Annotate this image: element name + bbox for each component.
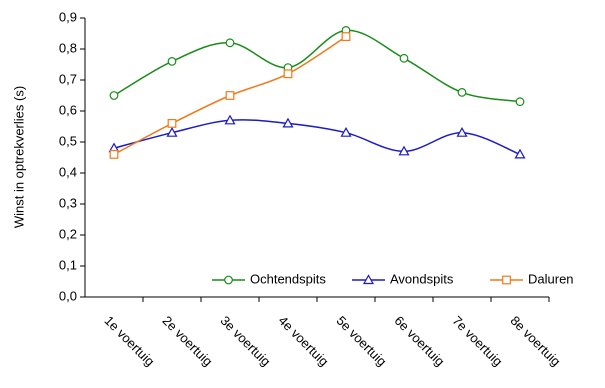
marker bbox=[515, 97, 525, 107]
marker bbox=[282, 117, 294, 128]
marker bbox=[502, 275, 511, 285]
x-tick-label: 4e voertuig bbox=[275, 313, 331, 369]
y-tick-label: 0,9 bbox=[59, 9, 77, 24]
marker bbox=[398, 145, 410, 156]
marker bbox=[341, 32, 351, 41]
y-axis-label: Winst in optrekverlies (s) bbox=[11, 86, 26, 228]
marker bbox=[514, 148, 526, 159]
y-tick-label: 0,0 bbox=[59, 288, 77, 303]
x-tick-label: 3e voertuig bbox=[217, 313, 273, 369]
y-tick-label: 0,3 bbox=[59, 195, 77, 210]
legend-label: Ochtendspits bbox=[250, 271, 326, 286]
series-line bbox=[113, 119, 521, 156]
x-tick-label: 1e voertuig bbox=[101, 313, 157, 369]
y-tick-label: 0,7 bbox=[59, 71, 77, 86]
marker bbox=[283, 69, 293, 79]
marker bbox=[399, 53, 409, 63]
marker bbox=[167, 118, 177, 128]
marker bbox=[456, 126, 468, 137]
marker bbox=[225, 91, 235, 100]
y-tick-label: 0,1 bbox=[59, 257, 77, 272]
marker bbox=[340, 126, 352, 137]
marker bbox=[225, 38, 235, 48]
y-tick-label: 0,6 bbox=[59, 102, 77, 117]
y-tick-label: 0,8 bbox=[59, 40, 77, 55]
marker bbox=[109, 150, 119, 159]
x-tick-label: 8e voertuig bbox=[507, 313, 563, 369]
x-tick-label: 2e voertuig bbox=[159, 313, 215, 369]
marker bbox=[166, 126, 178, 137]
marker bbox=[362, 274, 375, 285]
marker bbox=[224, 114, 236, 125]
legend-label: Daluren bbox=[528, 271, 574, 286]
x-tick-label: 5e voertuig bbox=[333, 313, 389, 369]
marker bbox=[167, 57, 177, 66]
marker bbox=[457, 87, 467, 97]
legend-label: Avondspits bbox=[390, 271, 454, 286]
x-tick-label: 7e voertuig bbox=[449, 313, 505, 369]
marker bbox=[109, 91, 119, 100]
y-tick-label: 0,4 bbox=[59, 164, 77, 179]
marker bbox=[224, 275, 233, 285]
y-tick-label: 0,2 bbox=[59, 226, 77, 241]
x-tick-label: 6e voertuig bbox=[391, 313, 447, 369]
y-tick-label: 0,5 bbox=[59, 133, 77, 148]
